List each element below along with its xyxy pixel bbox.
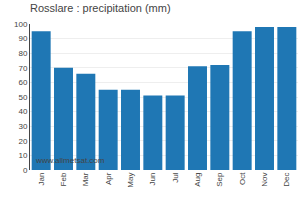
svg-text:www.allmetsat.com: www.allmetsat.com: [35, 156, 105, 165]
svg-text:Rosslare : precipitation (mm): Rosslare : precipitation (mm): [30, 2, 171, 14]
svg-text:Apr: Apr: [104, 172, 113, 185]
svg-text:Mar: Mar: [81, 172, 90, 186]
svg-text:60: 60: [18, 78, 27, 87]
svg-text:Dec: Dec: [282, 173, 291, 187]
svg-text:Aug: Aug: [193, 173, 202, 187]
svg-text:May: May: [126, 173, 135, 188]
svg-text:0: 0: [23, 166, 28, 175]
svg-text:Jun: Jun: [148, 173, 157, 186]
svg-text:100: 100: [14, 20, 28, 29]
svg-text:10: 10: [18, 151, 27, 160]
svg-text:80: 80: [18, 49, 27, 58]
svg-text:30: 30: [18, 122, 27, 131]
svg-text:Sep: Sep: [215, 172, 224, 187]
svg-text:90: 90: [18, 34, 27, 43]
svg-text:70: 70: [18, 64, 27, 73]
svg-text:Jan: Jan: [37, 173, 46, 186]
svg-text:Feb: Feb: [59, 172, 68, 186]
svg-text:40: 40: [18, 107, 27, 116]
svg-text:Nov: Nov: [260, 173, 269, 187]
svg-text:Jul: Jul: [171, 172, 180, 182]
svg-text:Oct: Oct: [238, 172, 247, 185]
svg-text:50: 50: [18, 93, 27, 102]
svg-text:20: 20: [18, 137, 27, 146]
